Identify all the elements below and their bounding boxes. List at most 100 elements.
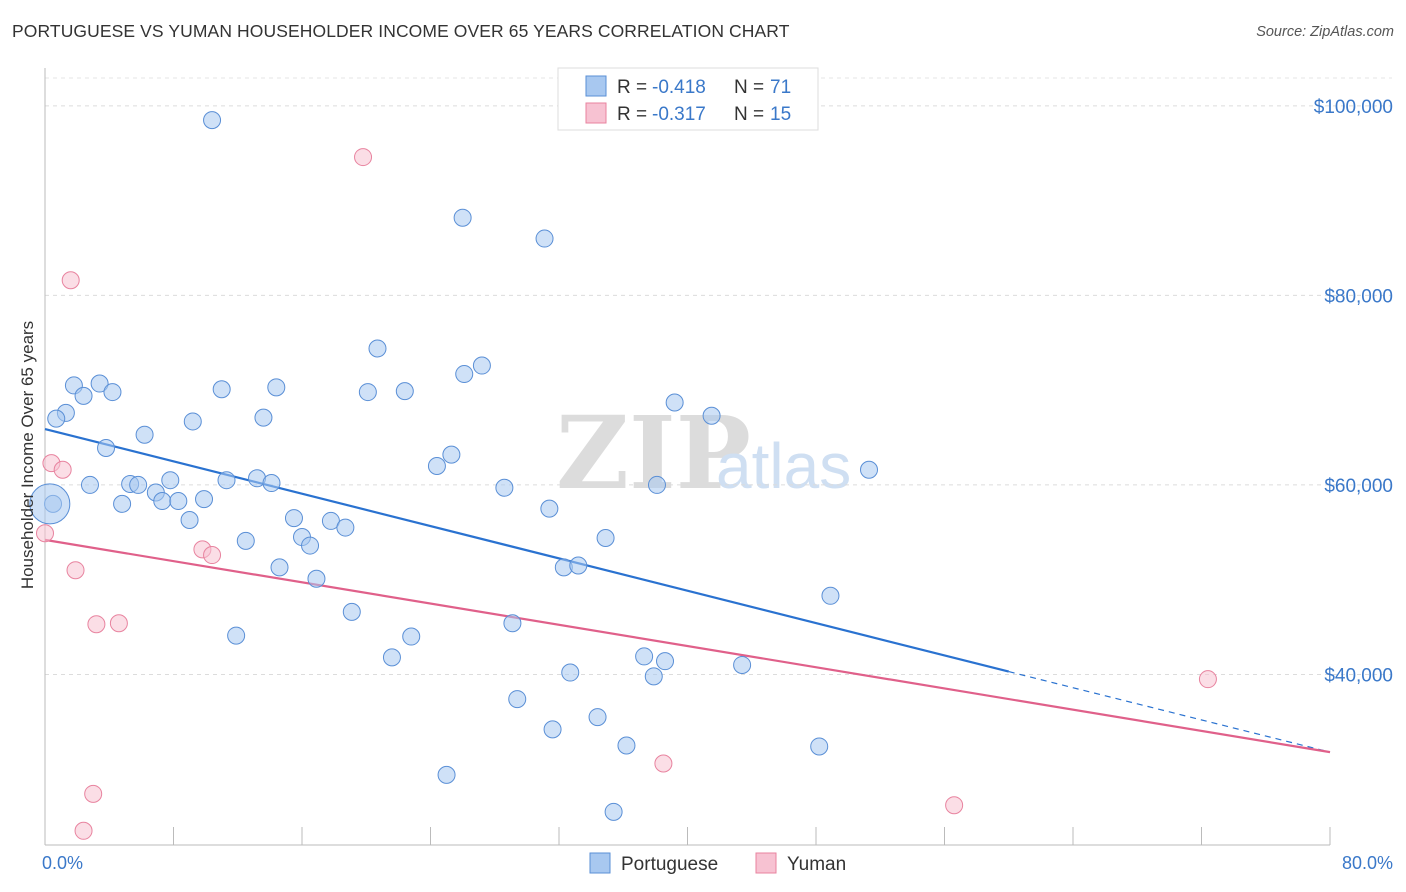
portuguese-point: [203, 111, 222, 130]
y-tick-label: $80,000: [1324, 286, 1393, 307]
y-tick-labels: $40,000 $60,000 $80,000 $100,000: [1314, 97, 1393, 687]
axes: [44, 68, 1331, 846]
portuguese-point: [821, 586, 840, 605]
portuguese-point: [80, 475, 99, 494]
yuman-point: [87, 615, 106, 634]
portuguese-point: [183, 412, 202, 431]
bottom-legend: Portuguese Yuman: [589, 852, 846, 875]
portuguese-point: [284, 509, 303, 528]
portuguese-point: [129, 475, 148, 494]
portuguese-point: [702, 406, 721, 425]
portuguese-point: [635, 647, 654, 666]
portuguese-point: [161, 471, 180, 490]
yuman-point: [74, 821, 93, 840]
portuguese-point: [212, 380, 231, 399]
yuman-point: [945, 796, 964, 815]
yuman-point: [66, 561, 85, 580]
portuguese-point: [368, 339, 387, 358]
legend-r-label: R =: [617, 77, 647, 98]
legend-swatch-portuguese: [585, 75, 607, 97]
portuguese-point: [472, 356, 491, 375]
y-tick-label: $60,000: [1324, 476, 1393, 497]
portuguese-trend-line: [44, 427, 1010, 673]
bottom-legend-swatch-yuman: [755, 852, 777, 874]
legend-n-label: N =: [734, 77, 764, 98]
portuguese-point: [561, 663, 580, 682]
x-tick-labels: 0.0% 80.0%: [42, 853, 1393, 873]
portuguese-point: [254, 408, 273, 427]
legend-r-label: R =: [617, 104, 647, 125]
portuguese-point: [644, 667, 663, 686]
yuman-point: [109, 614, 128, 633]
portuguese-point: [656, 652, 675, 671]
portuguese-point: [402, 627, 421, 646]
portuguese-point: [569, 556, 588, 575]
legend-r-value-portuguese: -0.418: [652, 77, 706, 98]
portuguese-point: [810, 737, 829, 756]
portuguese-point: [733, 655, 752, 674]
portuguese-point: [307, 569, 326, 588]
portuguese-point: [97, 438, 116, 457]
portuguese-point: [236, 531, 255, 550]
portuguese-point: [647, 475, 666, 494]
portuguese-point: [442, 445, 461, 464]
portuguese-point: [540, 499, 559, 518]
yuman-trend-line: [44, 538, 1331, 754]
portuguese-point: [301, 536, 320, 555]
yuman-point: [53, 460, 72, 479]
portuguese-point: [169, 492, 188, 511]
yuman-point: [354, 148, 373, 167]
portuguese-point: [382, 648, 401, 667]
portuguese-trend-extension: [1008, 671, 1331, 753]
portuguese-point: [437, 765, 456, 784]
watermark-atlas: atlas: [716, 430, 851, 502]
portuguese-point: [508, 690, 527, 709]
portuguese-point: [427, 456, 446, 475]
legend-n-value-portuguese: 71: [770, 77, 791, 98]
bottom-legend-label-portuguese: Portuguese: [621, 854, 718, 875]
portuguese-point: [617, 736, 636, 755]
legend-swatch-yuman: [585, 102, 607, 124]
yuman-point: [1198, 670, 1217, 689]
portuguese-point: [113, 494, 132, 513]
portuguese-point: [74, 386, 93, 405]
y-tick-label: $100,000: [1314, 97, 1393, 118]
yuman-point: [84, 784, 103, 803]
portuguese-point: [135, 425, 154, 444]
portuguese-point: [47, 409, 66, 428]
portuguese-point-large: [29, 483, 71, 525]
portuguese-point: [103, 383, 122, 402]
portuguese-point: [267, 378, 286, 397]
gridlines: [45, 77, 1392, 675]
yuman-point: [36, 524, 54, 543]
portuguese-point: [604, 802, 623, 821]
bottom-legend-label-yuman: Yuman: [787, 854, 846, 875]
portuguese-point: [195, 490, 214, 509]
portuguese-point: [395, 382, 414, 401]
legend-n-label: N =: [734, 104, 764, 125]
y-axis-label: Householder Income Over 65 years: [18, 321, 37, 589]
portuguese-point: [153, 492, 172, 511]
portuguese-point: [453, 208, 472, 227]
x-tick-label: 0.0%: [42, 853, 83, 873]
portuguese-point: [90, 374, 109, 393]
portuguese-point: [270, 558, 289, 577]
source-label: Source: ZipAtlas.com: [1256, 24, 1394, 40]
y-tick-label: $40,000: [1324, 665, 1393, 686]
legend-n-value-yuman: 15: [770, 104, 791, 125]
portuguese-point: [535, 229, 554, 248]
portuguese-point: [860, 460, 879, 479]
portuguese-point: [227, 626, 246, 645]
portuguese-point: [342, 602, 361, 621]
yuman-point: [61, 271, 80, 290]
bottom-legend-swatch-portuguese: [589, 852, 611, 874]
portuguese-point: [358, 383, 377, 402]
portuguese-point: [503, 614, 522, 633]
data-points: [29, 111, 1217, 840]
portuguese-point: [262, 474, 281, 493]
portuguese-point: [495, 478, 514, 497]
legend: R = -0.418 N = 71 R = -0.317 N = 15: [557, 67, 819, 131]
portuguese-point: [217, 471, 236, 490]
portuguese-point: [596, 528, 615, 547]
